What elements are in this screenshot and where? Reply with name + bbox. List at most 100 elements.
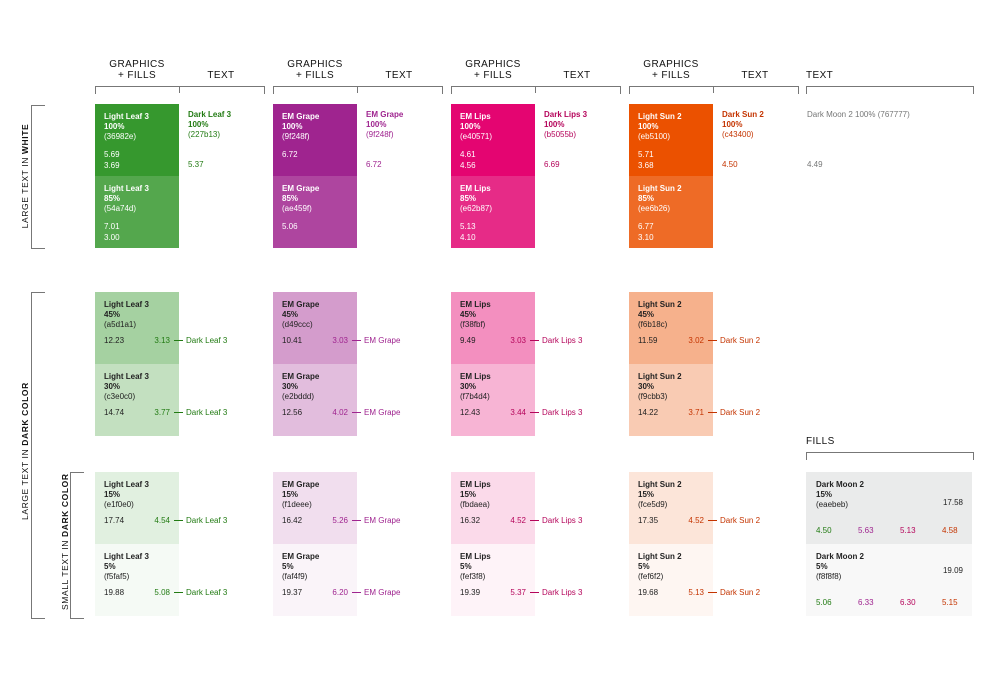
moon-text-pct: 100% xyxy=(855,110,876,119)
color-swatch: EM Grape 45% (d49ccc) 10.41 3.03 xyxy=(273,292,357,364)
swatch-name: Light Sun 2 xyxy=(638,372,682,381)
fills-header-bracket xyxy=(806,452,974,460)
swatch-percent: 85% xyxy=(460,194,477,203)
header-bracket-divider xyxy=(357,86,358,93)
header-text: TEXT xyxy=(563,70,591,81)
annotation-label: Dark Sun 2 xyxy=(720,516,761,525)
annotation-label: EM Grape xyxy=(364,516,401,525)
annotation-leader xyxy=(174,592,183,593)
swatch-hex: (fce5d9) xyxy=(638,500,668,509)
contrast-ratio: 6.77 xyxy=(638,222,654,231)
contrast-ratio: 5.13 xyxy=(460,222,476,231)
label-large-text-dark: LARGE TEXT IN DARK COLOR xyxy=(20,382,30,520)
swatch-percent: 100% xyxy=(282,122,303,131)
annotation-label: Dark Lips 3 xyxy=(542,408,583,417)
contrast-ratio: 3.10 xyxy=(638,233,654,242)
annotation-leader xyxy=(352,592,361,593)
swatch-name: EM Grape xyxy=(282,300,320,309)
swatch-hex: (fef6f2) xyxy=(638,572,664,581)
header-graphics-fills: GRAPHICS + FILLS xyxy=(629,59,713,81)
contrast-ratio-light: 12.56 xyxy=(282,408,303,417)
text-color-annotation: EM Grape xyxy=(352,588,400,597)
contrast-ratio-light: 9.49 xyxy=(460,336,476,345)
swatch-hex: (ee6b26) xyxy=(638,204,671,213)
swatch-name: Light Sun 2 xyxy=(638,552,682,561)
contrast-ratio-light: 19.68 xyxy=(638,588,659,597)
color-swatch: EM Lips 5% (fef3f8) 19.39 5.37 xyxy=(451,544,535,616)
contrast-ratio-dark: 5.26 xyxy=(332,516,348,525)
color-swatch: Light Sun 2 5% (fef6f2) 19.68 5.13 xyxy=(629,544,713,616)
color-swatch: Light Leaf 3 100% (36982e) 5.69 3.69 xyxy=(95,104,179,176)
header-fills-line: + FILLS xyxy=(295,70,335,81)
annotation-label: Dark Lips 3 xyxy=(542,588,583,597)
text-color-annotation: Dark Leaf 3 xyxy=(174,408,227,417)
swatch-name: Light Leaf 3 xyxy=(104,480,149,489)
annotation-label: Dark Leaf 3 xyxy=(186,588,228,597)
contrast-ratio-brand: 6.33 xyxy=(858,598,874,607)
contrast-ratio-light: 14.22 xyxy=(638,408,659,417)
contrast-ratio: 7.01 xyxy=(104,222,120,231)
swatch-percent: 100% xyxy=(460,122,481,131)
swatch-hex: (f6b18c) xyxy=(638,320,668,329)
color-swatch: EM Lips 85% (e62b87) 5.13 4.10 xyxy=(451,176,535,248)
text-sample-percent: 100% xyxy=(366,120,387,129)
text-sample-name: Dark Sun 2 xyxy=(722,110,764,119)
text-color-sample: EM Grape 100% (9f248f) xyxy=(366,110,403,140)
swatch-percent: 5% xyxy=(460,562,472,571)
annotation-leader xyxy=(530,412,539,413)
header-graphics-fills: GRAPHICS + FILLS xyxy=(95,59,179,81)
swatch-hex: (e1f0e0) xyxy=(104,500,134,509)
swatch-hex: (fbdaea) xyxy=(460,500,490,509)
swatch-name: EM Lips xyxy=(460,112,491,121)
swatch-percent: 85% xyxy=(104,194,121,203)
contrast-ratio-brand: 5.15 xyxy=(942,598,958,607)
color-swatch: Light Sun 2 30% (f9cbb3) 14.22 3.71 xyxy=(629,364,713,436)
swatch-percent: 85% xyxy=(282,194,299,203)
contrast-ratio-brand: 6.30 xyxy=(900,598,916,607)
text-color-annotation: EM Grape xyxy=(352,408,400,417)
contrast-ratio-light: 12.23 xyxy=(104,336,125,345)
header-text: TEXT xyxy=(741,70,769,81)
contrast-ratio-dark: 5.13 xyxy=(688,588,704,597)
swatch-hex: (e2bddd) xyxy=(282,392,315,401)
text-sample-ratio: 4.50 xyxy=(722,160,738,169)
swatch-percent: 30% xyxy=(282,382,299,391)
section-bracket-large-white xyxy=(31,105,32,248)
color-swatch: EM Grape 30% (e2bddd) 12.56 4.02 xyxy=(273,364,357,436)
color-swatch: Light Sun 2 85% (ee6b26) 6.77 3.10 xyxy=(629,176,713,248)
annotation-label: Dark Leaf 3 xyxy=(186,336,228,345)
header-bracket xyxy=(273,86,443,94)
contrast-ratio: 6.72 xyxy=(282,150,298,159)
text-sample-hex: (227b13) xyxy=(188,130,221,139)
text-color-sample: Dark Leaf 3 100% (227b13) xyxy=(188,110,231,140)
annotation-leader xyxy=(708,520,717,521)
label-large-text-white: LARGE TEXT IN WHITE xyxy=(20,123,30,229)
color-swatch: EM Grape 100% (9f248f) 6.72 xyxy=(273,104,357,176)
swatch-percent: 15% xyxy=(104,490,121,499)
swatch-hex: (f9cbb3) xyxy=(638,392,668,401)
annotation-leader xyxy=(352,340,361,341)
text-color-annotation: Dark Sun 2 xyxy=(708,588,760,597)
swatch-percent: 45% xyxy=(104,310,121,319)
contrast-ratio-dark: 4.54 xyxy=(154,516,170,525)
swatch-name: EM Lips xyxy=(460,372,491,381)
annotation-leader xyxy=(708,592,717,593)
swatch-name: EM Lips xyxy=(460,552,491,561)
swatch-hex: (f38fbf) xyxy=(460,320,486,329)
header-bracket xyxy=(451,86,621,94)
swatch-hex: (f7b4d4) xyxy=(460,392,490,401)
bracket-end xyxy=(31,292,45,293)
text-sample-hex: (9f248f) xyxy=(366,130,394,139)
swatch-name: Light Leaf 3 xyxy=(104,372,149,381)
contrast-ratio-light: 14.74 xyxy=(104,408,125,417)
text-color-annotation: Dark Lips 3 xyxy=(530,408,582,417)
swatch-percent: 5% xyxy=(816,562,828,571)
color-swatch: EM Lips 45% (f38fbf) 9.49 3.03 xyxy=(451,292,535,364)
contrast-ratio: 5.69 xyxy=(104,150,120,159)
header-graphics-line: GRAPHICS xyxy=(109,59,165,70)
annotation-label: EM Grape xyxy=(364,336,401,345)
contrast-ratio-brand: 5.13 xyxy=(900,526,916,535)
header-bracket-moon xyxy=(806,86,974,94)
section-bracket-large-dark xyxy=(31,292,32,618)
